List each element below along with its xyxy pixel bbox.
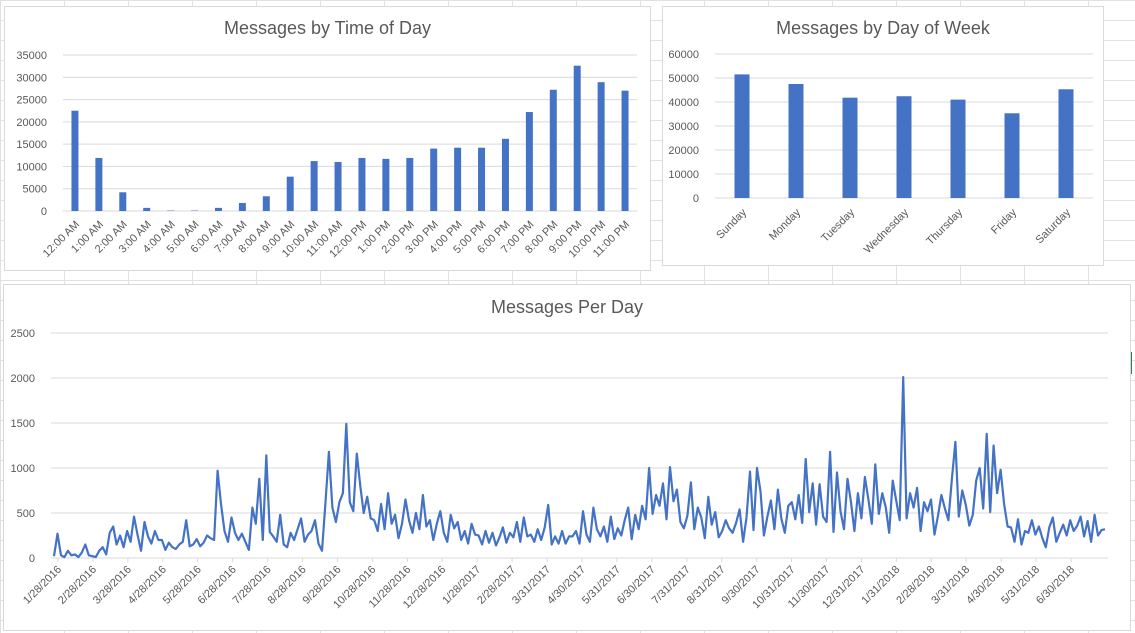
- bar: [382, 158, 390, 211]
- bar: [406, 157, 414, 211]
- bar: [573, 65, 581, 211]
- day-of-week-bar-chart: 0 10000 20000 30000 40000 50000 60000 Sunday Mon…: [668, 49, 1093, 256]
- sheet-edge-marker: [1131, 352, 1135, 374]
- x-tick-label: Tuesday: [819, 206, 857, 244]
- x-tick-label: Wednesday: [862, 206, 912, 256]
- messages-per-day-line-chart: 050010001500200025001/28/20162/28/20163/…: [11, 328, 1108, 611]
- y-tick-label: 500: [17, 508, 35, 520]
- x-tick-label: Thursday: [924, 206, 965, 247]
- bar: [842, 97, 858, 198]
- bar: [734, 74, 750, 198]
- chart-title: Messages by Day of Week: [776, 18, 990, 38]
- bar: [597, 82, 605, 211]
- y-tick-label: 15000: [16, 139, 47, 151]
- y-tick-label: 0: [693, 193, 699, 205]
- bar: [95, 157, 103, 211]
- x-tick-label: Monday: [767, 206, 804, 243]
- x-tick-label: Saturday: [1034, 206, 1074, 246]
- bar: [896, 96, 912, 198]
- y-tick-label: 0: [41, 206, 47, 218]
- chart-panel-per-day[interactable]: Messages Per Day 0 500 1000 1500 2000 2500 1/2…: [3, 284, 1131, 631]
- bar: [1004, 113, 1020, 198]
- chart-panel-time-of-day[interactable]: Messages by Time of Day 0 5000 10000 15000 2…: [4, 6, 651, 271]
- bar: [549, 89, 557, 211]
- bar: [238, 202, 246, 211]
- y-tick-label: 35000: [16, 50, 47, 62]
- y-tick-label: 20000: [16, 117, 47, 129]
- y-tick-label: 20000: [668, 145, 699, 157]
- bar: [430, 148, 438, 211]
- y-tick-label: 50000: [668, 73, 699, 85]
- bar: [621, 90, 629, 211]
- bar: [525, 112, 533, 211]
- x-tick-label: Sunday: [714, 206, 749, 241]
- bar: [310, 161, 318, 211]
- series-line: [52, 376, 1106, 559]
- bar: [262, 196, 270, 211]
- y-tick-label: 10000: [16, 161, 47, 173]
- bar: [454, 147, 462, 211]
- y-tick-label: 1500: [11, 418, 35, 430]
- chart-title: Messages by Time of Day: [223, 18, 432, 38]
- y-tick-label: 5000: [23, 184, 47, 196]
- bar: [950, 99, 966, 198]
- y-tick-label: 1000: [11, 463, 35, 475]
- bar: [1058, 89, 1074, 198]
- bar: [119, 192, 127, 211]
- bar: [143, 207, 151, 211]
- bar: [358, 157, 366, 211]
- y-tick-label: 0: [29, 553, 35, 565]
- x-tick-label: 6/30/2018: [1034, 564, 1077, 607]
- y-tick-label: 40000: [668, 97, 699, 109]
- bar: [214, 207, 222, 211]
- bar: [788, 84, 804, 198]
- y-tick-label: 60000: [668, 49, 699, 61]
- chart-panel-day-of-week[interactable]: Messages by Day of Week 0 10000 20000 30000…: [662, 6, 1104, 266]
- bar: [478, 147, 486, 211]
- x-tick-label: Friday: [989, 206, 1019, 236]
- bar: [286, 176, 294, 211]
- time-of-day-bar-chart: 0500010000150002000025000300003500012:00…: [16, 50, 637, 260]
- y-tick-label: 10000: [668, 169, 699, 181]
- chart-title: Messages Per Day: [490, 297, 644, 317]
- y-tick-label: 2000: [11, 373, 35, 385]
- y-tick-label: 25000: [16, 95, 47, 107]
- y-tick-label: 2500: [11, 328, 35, 340]
- bar: [501, 138, 509, 211]
- bar: [71, 110, 79, 211]
- bar: [334, 161, 342, 211]
- y-tick-label: 30000: [668, 121, 699, 133]
- y-tick-label: 30000: [16, 72, 47, 84]
